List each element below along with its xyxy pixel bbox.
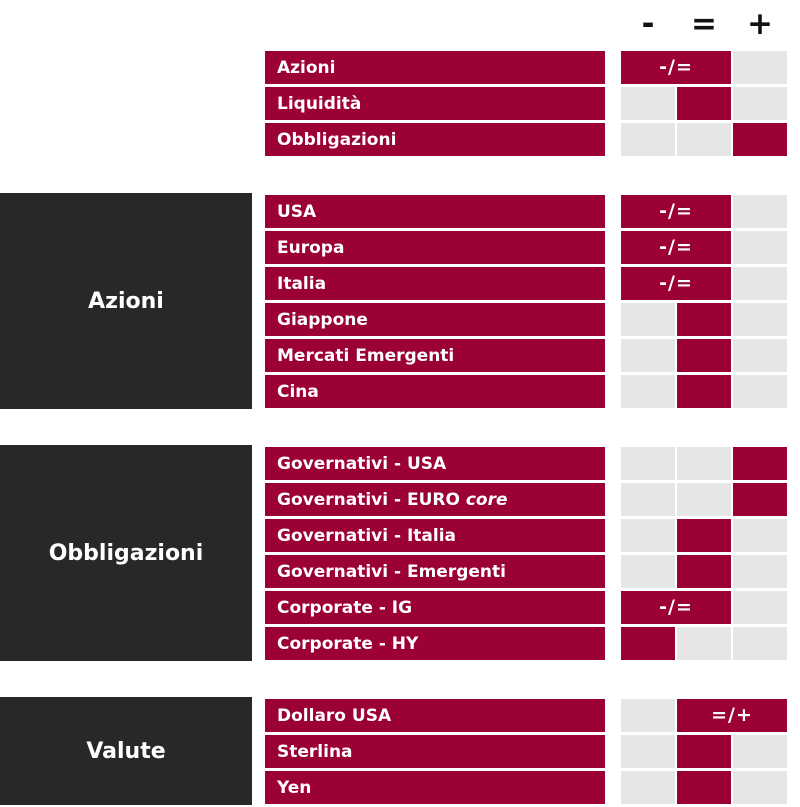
row-label-corporate-hy: Corporate - HY [265,627,605,660]
row-label-usa: USA [265,195,605,228]
rating-equal-governativi-italia [677,519,731,552]
rating-equal-corporate-hy [677,627,731,660]
header-equal: = [691,6,717,42]
rating-minus-sterlina [621,735,675,768]
rating-equal-governativi-usa [677,447,731,480]
rating-minus-giappone [621,303,675,336]
rating-plus-giappone [733,303,787,336]
rating-plus-europa [733,231,787,264]
row-label-dollaro-usa: Dollaro USA [265,699,605,732]
rating-minus-governativi-euro-core [621,483,675,516]
rating-span-corporate-ig: -/= [621,591,731,624]
rating-plus-azioni [733,51,787,84]
rating-minus-governativi-emergenti [621,555,675,588]
rating-span-usa: -/= [621,195,731,228]
rating-span-azioni: -/= [621,51,731,84]
rating-plus-mercati-emergenti [733,339,787,372]
rating-plus-usa [733,195,787,228]
row-label-governativi-italia: Governativi - Italia [265,519,605,552]
row-label-yen: Yen [265,771,605,804]
header-plus: + [747,6,773,42]
rating-plus-governativi-italia [733,519,787,552]
rating-plus-governativi-usa [733,447,787,480]
rating-plus-italia [733,267,787,300]
rating-plus-governativi-euro-core [733,483,787,516]
rating-minus-liquidita [621,87,675,120]
rating-equal-sterlina [677,735,731,768]
rating-plus-sterlina [733,735,787,768]
row-label-core-text: core [465,490,508,510]
row-label-sterlina: Sterlina [265,735,605,768]
group-label-obbligazioni: Obbligazioni [0,445,252,661]
rating-equal-governativi-euro-core [677,483,731,516]
rating-minus-corporate-hy [621,627,675,660]
rating-minus-governativi-usa [621,447,675,480]
row-label-corporate-ig: Corporate - IG [265,591,605,624]
rating-equal-yen [677,771,731,804]
rating-span-dollaro-usa: =/+ [677,699,787,732]
rating-minus-dollaro-usa [621,699,675,732]
rating-minus-obbligazioni [621,123,675,156]
group-label-azioni: Azioni [0,193,252,409]
group-label-valute: Valute [0,697,252,805]
rating-span-europa: -/= [621,231,731,264]
rating-equal-giappone [677,303,731,336]
rating-minus-governativi-italia [621,519,675,552]
rating-equal-governativi-emergenti [677,555,731,588]
rating-plus-corporate-hy [733,627,787,660]
rating-plus-liquidita [733,87,787,120]
row-label-governativi-emergenti: Governativi - Emergenti [265,555,605,588]
row-label-obbligazioni: Obbligazioni [265,123,605,156]
row-label-cina: Cina [265,375,605,408]
row-label-mercati-emergenti: Mercati Emergenti [265,339,605,372]
row-label-italia: Italia [265,267,605,300]
rating-equal-mercati-emergenti [677,339,731,372]
row-label-governativi-usa: Governativi - USA [265,447,605,480]
row-label-giappone: Giappone [265,303,605,336]
rating-equal-liquidita [677,87,731,120]
rating-equal-obbligazioni [677,123,731,156]
row-label-liquidita: Liquidità [265,87,605,120]
rating-plus-yen [733,771,787,804]
row-label-governativi-euro-text: Governativi - EURO [277,490,466,510]
row-label-governativi-euro-core: Governativi - EURO core [265,483,605,516]
row-label-azioni: Azioni [265,51,605,84]
rating-minus-mercati-emergenti [621,339,675,372]
row-label-europa: Europa [265,231,605,264]
rating-span-italia: -/= [621,267,731,300]
rating-minus-cina [621,375,675,408]
rating-plus-corporate-ig [733,591,787,624]
rating-plus-governativi-emergenti [733,555,787,588]
rating-minus-yen [621,771,675,804]
header-minus: - [641,6,655,42]
rating-equal-cina [677,375,731,408]
rating-plus-obbligazioni [733,123,787,156]
rating-plus-cina [733,375,787,408]
